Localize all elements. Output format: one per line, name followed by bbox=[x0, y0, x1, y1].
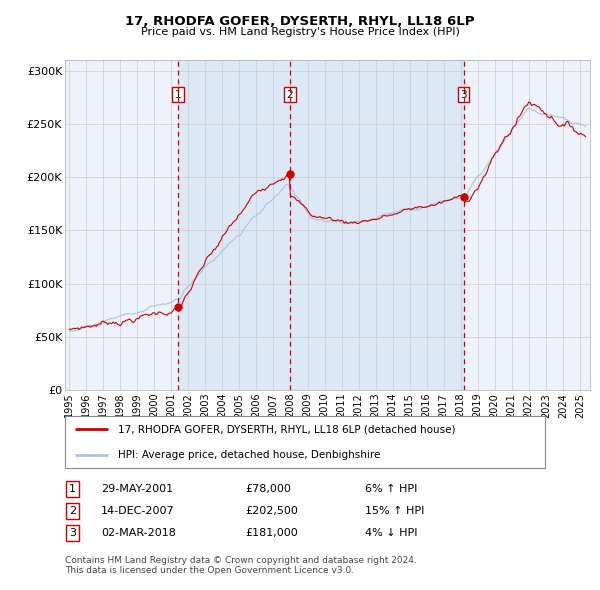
FancyBboxPatch shape bbox=[65, 416, 545, 468]
Text: 02-MAR-2018: 02-MAR-2018 bbox=[101, 528, 176, 538]
Text: 15% ↑ HPI: 15% ↑ HPI bbox=[365, 506, 424, 516]
Text: £78,000: £78,000 bbox=[245, 484, 291, 494]
Text: 2: 2 bbox=[286, 90, 293, 100]
Text: 3: 3 bbox=[460, 90, 467, 100]
Text: 1: 1 bbox=[69, 484, 76, 494]
Text: 2: 2 bbox=[68, 506, 76, 516]
Text: Price paid vs. HM Land Registry's House Price Index (HPI): Price paid vs. HM Land Registry's House … bbox=[140, 27, 460, 37]
Text: 1: 1 bbox=[175, 90, 182, 100]
Bar bbox=[290, 60, 464, 390]
Text: 3: 3 bbox=[69, 528, 76, 538]
Bar bbox=[178, 60, 290, 390]
Text: Contains HM Land Registry data © Crown copyright and database right 2024.
This d: Contains HM Land Registry data © Crown c… bbox=[65, 556, 417, 575]
Text: £202,500: £202,500 bbox=[245, 506, 298, 516]
Text: 29-MAY-2001: 29-MAY-2001 bbox=[101, 484, 173, 494]
Text: £181,000: £181,000 bbox=[245, 528, 298, 538]
Text: 17, RHODFA GOFER, DYSERTH, RHYL, LL18 6LP (detached house): 17, RHODFA GOFER, DYSERTH, RHYL, LL18 6L… bbox=[118, 424, 455, 434]
Text: HPI: Average price, detached house, Denbighshire: HPI: Average price, detached house, Denb… bbox=[118, 450, 380, 460]
Text: 6% ↑ HPI: 6% ↑ HPI bbox=[365, 484, 418, 494]
Text: 4% ↓ HPI: 4% ↓ HPI bbox=[365, 528, 418, 538]
Text: 14-DEC-2007: 14-DEC-2007 bbox=[101, 506, 175, 516]
Text: 17, RHODFA GOFER, DYSERTH, RHYL, LL18 6LP: 17, RHODFA GOFER, DYSERTH, RHYL, LL18 6L… bbox=[125, 15, 475, 28]
